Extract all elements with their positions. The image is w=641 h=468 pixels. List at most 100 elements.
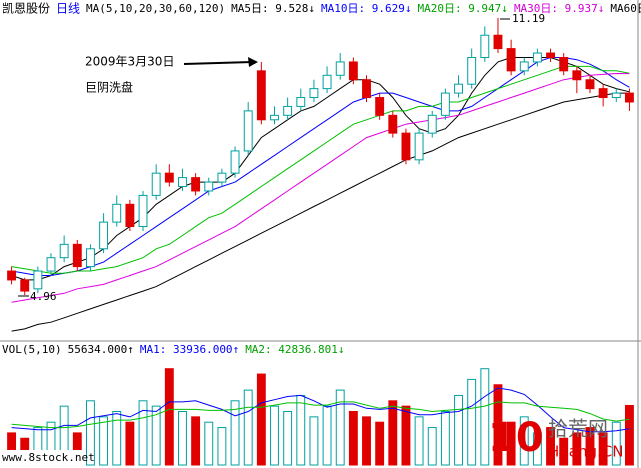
volume-bar <box>519 416 529 466</box>
volume-bar <box>454 394 463 466</box>
volume-bar <box>414 416 424 466</box>
candle-body <box>125 203 135 228</box>
high-label: 11.19 <box>512 12 545 25</box>
candle-body <box>46 257 56 272</box>
volume-bar <box>572 432 582 466</box>
volume-bar <box>217 427 227 466</box>
candle-body <box>519 61 529 72</box>
volume-bar <box>624 404 634 466</box>
volume-bar <box>440 411 450 466</box>
ma-line <box>11 72 630 303</box>
volume-bar <box>427 427 437 466</box>
candle-body <box>204 181 214 192</box>
volume-bar <box>546 427 555 466</box>
candle-body <box>164 172 174 183</box>
volume-bar <box>256 373 266 466</box>
candle-body <box>230 150 240 174</box>
volume-bar <box>99 416 109 466</box>
volume-bar <box>375 421 385 466</box>
candle-body <box>624 92 634 103</box>
low-label: 4.96 <box>30 290 57 303</box>
arrow-head <box>248 57 258 67</box>
candle-body <box>59 243 69 259</box>
candle-body <box>335 61 345 76</box>
candle-body <box>375 97 385 116</box>
candle-body <box>362 79 371 99</box>
vol-ma-line <box>11 387 630 433</box>
volume-bar <box>151 405 161 466</box>
candle-body <box>256 70 266 121</box>
site-watermark: www.8stock.net <box>2 451 95 464</box>
annotation-text: 巨阴洗盘 <box>85 80 133 95</box>
logo: 10 <box>488 415 544 461</box>
plot <box>7 17 634 466</box>
candle-body <box>414 132 424 161</box>
candle-body <box>585 79 595 90</box>
volume-bar <box>296 394 306 466</box>
candle-body <box>440 92 450 116</box>
header-item: 日线 <box>56 2 80 16</box>
volume-bar <box>335 389 345 466</box>
volume-bar <box>112 411 122 466</box>
ma-line <box>11 65 630 274</box>
header-item: MA30日: 9.937↓ <box>514 2 604 15</box>
candle-body <box>33 270 43 290</box>
candle-body <box>493 34 503 50</box>
volume-bar <box>611 421 621 466</box>
volume-bar <box>401 405 411 466</box>
volume-bar <box>585 427 595 466</box>
volume-bar <box>506 421 516 466</box>
volume-bar <box>283 411 293 466</box>
candle-body <box>598 88 608 99</box>
volume-bar <box>86 400 95 466</box>
candle-body <box>178 177 187 188</box>
vol-ma-line <box>11 401 630 429</box>
header-item: 55634.000↑ <box>68 343 134 356</box>
volume-bar <box>388 400 398 466</box>
volume-bar <box>178 411 187 466</box>
candle-body <box>99 221 109 250</box>
annotation-date: 2009年3月30日 <box>85 55 174 69</box>
candle-body <box>243 110 253 152</box>
candle-body <box>559 56 569 72</box>
volume-bar <box>532 432 542 466</box>
header-item: MA60日: <box>610 2 641 15</box>
header-item: MA2: 42836.801↓ <box>245 343 344 356</box>
candle-body <box>611 92 621 99</box>
candle-body <box>191 177 201 192</box>
candle-body <box>217 172 227 183</box>
header-item: MA1: 33936.000↑ <box>140 343 239 356</box>
candle-body <box>322 74 332 90</box>
volume-bar <box>493 384 503 466</box>
volume-bar <box>559 437 569 466</box>
candle-body <box>283 105 293 116</box>
candle-body <box>454 83 463 94</box>
candle-body <box>401 132 411 161</box>
candle-body <box>7 270 17 281</box>
header-item: MA10日: 9.629↓ <box>321 2 411 15</box>
volume-bar <box>230 400 240 466</box>
candle-body <box>506 48 516 72</box>
header-item: VOL(5,10) <box>2 343 62 356</box>
candle-body <box>348 61 358 81</box>
candle-body <box>86 248 95 268</box>
ma-line <box>11 92 630 332</box>
candle-body <box>427 114 437 134</box>
candle-body <box>532 52 542 63</box>
candle-body <box>270 114 279 121</box>
volume-bar <box>309 416 319 466</box>
candle-body <box>296 97 306 107</box>
candle-body <box>546 52 555 58</box>
header-item: MA5日: 9.528↓ <box>231 2 315 15</box>
candle-body <box>309 88 319 99</box>
volume-bar <box>125 421 135 466</box>
volume-bar <box>598 432 608 466</box>
volume-bar <box>322 405 332 466</box>
domain: Huang.CN <box>548 443 623 461</box>
candle-body <box>20 279 30 292</box>
volume-bar <box>243 389 253 466</box>
header-item: MA(5,10,20,30,60,120) <box>86 2 225 15</box>
volume-bar <box>467 378 477 466</box>
